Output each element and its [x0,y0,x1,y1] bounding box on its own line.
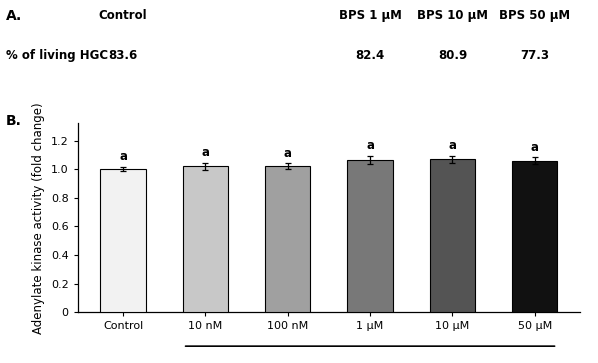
Bar [183,166,228,312]
Bar [347,160,393,312]
Text: % of living HGC: % of living HGC [6,49,108,62]
Text: a: a [531,141,539,154]
Text: BPS 1 μM: BPS 1 μM [338,9,401,22]
Text: a: a [366,139,374,152]
Text: a: a [283,147,292,160]
Text: a: a [202,146,209,159]
Text: A.: A. [6,9,22,23]
Text: BPS 50 μM: BPS 50 μM [499,9,570,22]
Bar [430,159,475,312]
Text: BPS 10 μM: BPS 10 μM [417,9,488,22]
Text: 77.3: 77.3 [520,49,550,62]
Text: 82.4: 82.4 [355,49,385,62]
Y-axis label: Adenylate kinase activity (fold change): Adenylate kinase activity (fold change) [32,102,45,334]
Text: 83.6: 83.6 [108,49,138,62]
Text: Control: Control [99,9,147,22]
Text: B.: B. [6,114,22,129]
Text: a: a [119,150,127,163]
Bar [512,160,557,312]
Bar [265,166,310,312]
Text: a: a [448,139,456,152]
Bar [100,169,146,312]
Text: 80.9: 80.9 [438,49,467,62]
